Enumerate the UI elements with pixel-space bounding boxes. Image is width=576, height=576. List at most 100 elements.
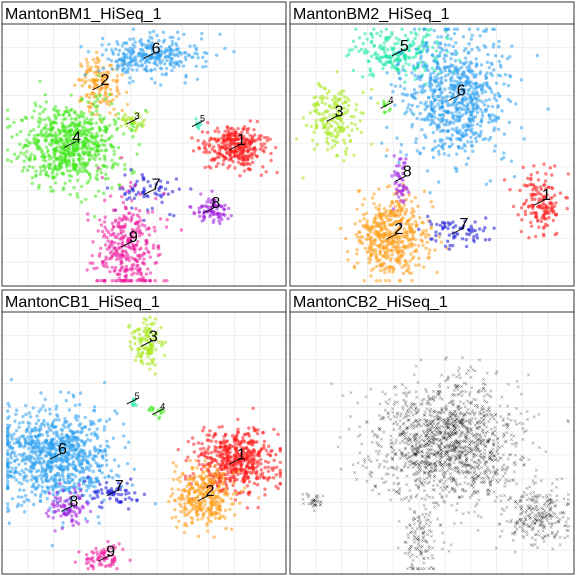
point xyxy=(104,177,107,180)
point xyxy=(210,460,213,463)
point xyxy=(222,208,225,211)
point xyxy=(407,55,410,58)
point xyxy=(395,192,398,195)
point xyxy=(309,111,312,114)
point xyxy=(390,249,393,252)
point xyxy=(67,159,70,162)
point xyxy=(421,244,424,247)
point xyxy=(346,258,349,261)
point xyxy=(205,142,208,145)
point xyxy=(73,110,76,113)
point xyxy=(196,496,199,499)
point xyxy=(144,109,147,112)
point xyxy=(137,254,140,257)
point xyxy=(419,101,422,104)
point xyxy=(242,439,245,442)
point xyxy=(207,197,210,200)
point xyxy=(89,122,92,125)
point xyxy=(261,149,264,152)
point xyxy=(403,212,406,215)
point xyxy=(172,53,175,56)
point xyxy=(252,128,255,131)
point xyxy=(474,229,477,232)
point xyxy=(322,87,325,90)
point xyxy=(213,149,216,152)
point xyxy=(194,459,197,462)
point xyxy=(165,218,168,221)
point xyxy=(171,40,174,43)
point xyxy=(492,43,495,46)
point xyxy=(264,460,267,463)
point xyxy=(129,219,132,222)
point xyxy=(147,226,150,229)
point xyxy=(105,148,108,151)
point xyxy=(521,166,524,169)
point xyxy=(74,117,77,120)
point xyxy=(62,186,65,189)
point xyxy=(328,124,331,127)
point xyxy=(324,110,327,113)
point xyxy=(212,218,215,221)
point xyxy=(213,464,216,467)
point xyxy=(358,231,361,234)
point xyxy=(130,331,133,334)
point xyxy=(196,56,199,59)
point xyxy=(520,126,523,129)
point xyxy=(82,152,85,155)
point xyxy=(45,128,48,131)
point xyxy=(102,260,105,263)
point xyxy=(41,110,44,113)
panel-2: 12345678MantonBM2_HiSeq_1 xyxy=(290,2,574,286)
point xyxy=(409,108,412,111)
point xyxy=(416,205,419,208)
point xyxy=(456,28,459,31)
point xyxy=(115,258,118,261)
point xyxy=(84,168,87,171)
point xyxy=(567,172,570,175)
point xyxy=(419,233,422,236)
point xyxy=(461,131,464,134)
point xyxy=(456,102,459,105)
point xyxy=(19,151,22,154)
point xyxy=(222,134,225,137)
point xyxy=(414,196,417,199)
point xyxy=(425,48,428,51)
point xyxy=(165,59,168,62)
point xyxy=(98,218,101,221)
point xyxy=(352,40,355,43)
point xyxy=(391,47,394,50)
point xyxy=(137,278,140,281)
point xyxy=(79,63,82,66)
point xyxy=(153,262,156,265)
point xyxy=(149,279,152,282)
point xyxy=(154,348,157,351)
point xyxy=(224,509,227,512)
point xyxy=(117,112,120,115)
point xyxy=(162,279,165,282)
point xyxy=(339,227,342,230)
point xyxy=(272,476,275,479)
point xyxy=(250,472,253,475)
point xyxy=(535,211,538,214)
point xyxy=(322,96,325,99)
point xyxy=(192,212,195,215)
point xyxy=(130,129,133,132)
point xyxy=(124,207,127,210)
point xyxy=(475,140,478,143)
point xyxy=(221,163,224,166)
point xyxy=(232,445,235,448)
point xyxy=(224,148,227,151)
point xyxy=(357,239,360,242)
point xyxy=(413,243,416,246)
point xyxy=(226,494,229,497)
point xyxy=(118,183,121,186)
point xyxy=(47,154,50,157)
point xyxy=(439,86,442,89)
point xyxy=(414,47,417,50)
point xyxy=(391,90,394,93)
point xyxy=(135,127,138,130)
point xyxy=(469,136,472,139)
point xyxy=(261,472,264,475)
point xyxy=(368,245,371,248)
point xyxy=(443,87,446,90)
